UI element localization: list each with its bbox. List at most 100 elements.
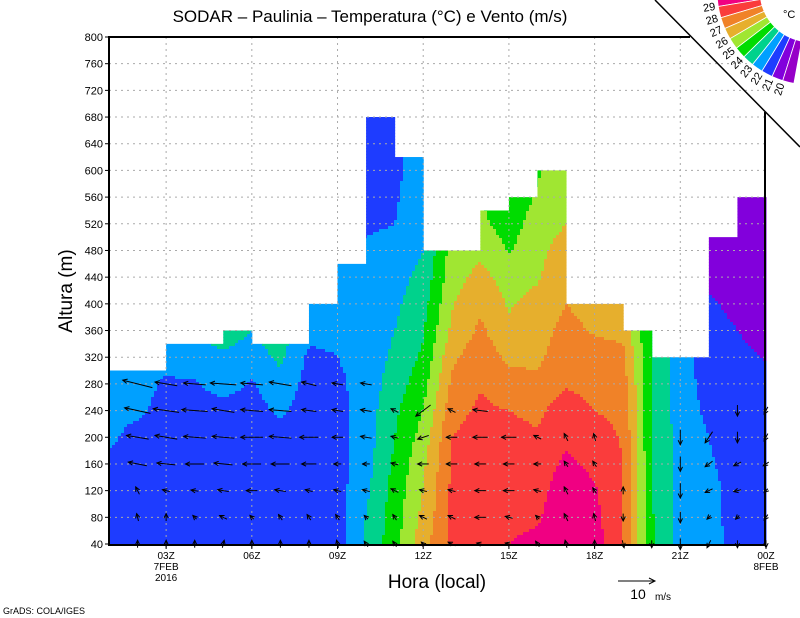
- contour-band: [583, 322, 632, 326]
- contour-band: [652, 451, 674, 455]
- contour-band: [403, 100, 425, 104]
- contour-band: [640, 304, 653, 308]
- contour-band: [292, 325, 398, 329]
- contour-band: [628, 118, 641, 122]
- chart-title: SODAR – Paulinia – Temperatura (°C) e Ve…: [173, 7, 568, 26]
- wind-arrow-head: [563, 460, 569, 467]
- contour-band: [466, 415, 518, 419]
- contour-band: [670, 40, 686, 44]
- contour-band: [445, 346, 467, 350]
- contour-band: [424, 175, 437, 179]
- contour-band: [376, 445, 395, 449]
- contour-band: [652, 127, 671, 131]
- contour-band: [424, 232, 437, 236]
- wind-arrow: [414, 404, 431, 417]
- contour-band: [652, 220, 671, 224]
- contour-band: [670, 217, 686, 221]
- contour-band: [481, 94, 542, 98]
- contour-band: [403, 70, 425, 74]
- contour-band: [430, 280, 446, 284]
- wind-arrow: [563, 512, 569, 522]
- y-tick-label: 640: [85, 139, 103, 151]
- contour-band: [109, 430, 125, 434]
- wind-arrow: [189, 488, 199, 494]
- y-tick-label: 360: [85, 326, 103, 338]
- contour-band: [424, 55, 437, 59]
- contour-band: [109, 124, 197, 128]
- contour-band: [598, 499, 623, 503]
- contour-band: [109, 244, 197, 248]
- contour-band: [346, 76, 404, 80]
- contour-band: [421, 508, 437, 512]
- contour-band: [703, 262, 767, 266]
- contour-band: [670, 373, 695, 377]
- contour-band: [109, 541, 347, 545]
- wind-arrow-shaft: [126, 434, 149, 440]
- contour-band: [436, 76, 449, 80]
- contour-band: [628, 121, 641, 125]
- contour-band: [628, 391, 638, 395]
- contour-band: [295, 265, 416, 269]
- wind-arrow: [473, 461, 486, 467]
- contour-band: [346, 127, 404, 131]
- contour-band: [580, 154, 629, 158]
- contour-band: [448, 337, 473, 341]
- wind-arrow: [135, 485, 140, 495]
- contour-band: [253, 379, 302, 383]
- contour-band: [634, 349, 644, 353]
- contour-band: [484, 394, 560, 398]
- contour-band: [298, 385, 347, 389]
- contour-band: [424, 238, 437, 242]
- contour-band: [439, 313, 452, 317]
- wind-arrow-head: [445, 461, 451, 467]
- contour-band: [196, 235, 296, 239]
- contour-band: [628, 148, 641, 152]
- x-tick-label: 15Z: [500, 551, 517, 562]
- contour-band: [508, 250, 512, 254]
- contour-band: [424, 148, 437, 152]
- contour-band: [109, 205, 197, 209]
- contour-band: [640, 109, 653, 113]
- contour-band: [109, 157, 197, 161]
- contour-band: [109, 517, 347, 521]
- contour-band: [109, 241, 197, 245]
- contour-band: [334, 352, 389, 356]
- contour-band: [349, 451, 374, 455]
- contour-band: [685, 151, 701, 155]
- contour-band: [349, 430, 377, 434]
- contour-band: [472, 337, 491, 341]
- contour-band: [487, 268, 545, 272]
- contour-band: [697, 379, 767, 383]
- contour-band: [448, 151, 482, 155]
- contour-band: [685, 220, 701, 224]
- contour-band: [430, 436, 443, 440]
- contour-band: [622, 508, 632, 512]
- contour-band: [646, 466, 653, 470]
- contour-band: [196, 247, 296, 251]
- contour-band: [436, 340, 449, 344]
- contour-band: [436, 55, 449, 59]
- contour-band: [574, 196, 629, 200]
- contour-band: [736, 328, 767, 332]
- contour-band: [388, 493, 407, 497]
- contour-band: [493, 277, 542, 281]
- wind-arrow-head: [249, 539, 255, 546]
- contour-band: [640, 148, 653, 152]
- contour-band: [436, 238, 449, 242]
- contour-band: [349, 469, 374, 473]
- contour-band: [562, 313, 575, 317]
- wind-arrow: [268, 380, 292, 387]
- contour-band: [448, 496, 548, 500]
- contour-band: [451, 457, 563, 461]
- contour-band: [109, 73, 197, 77]
- contour-band: [433, 265, 446, 269]
- contour-band: [673, 523, 722, 527]
- contour-band: [436, 403, 446, 407]
- contour-band: [595, 334, 632, 338]
- contour-band: [430, 541, 449, 545]
- contour-band: [640, 178, 653, 182]
- contour-band: [643, 382, 653, 386]
- contour-band: [640, 160, 653, 164]
- contour-band: [376, 436, 395, 440]
- contour-band: [721, 481, 767, 485]
